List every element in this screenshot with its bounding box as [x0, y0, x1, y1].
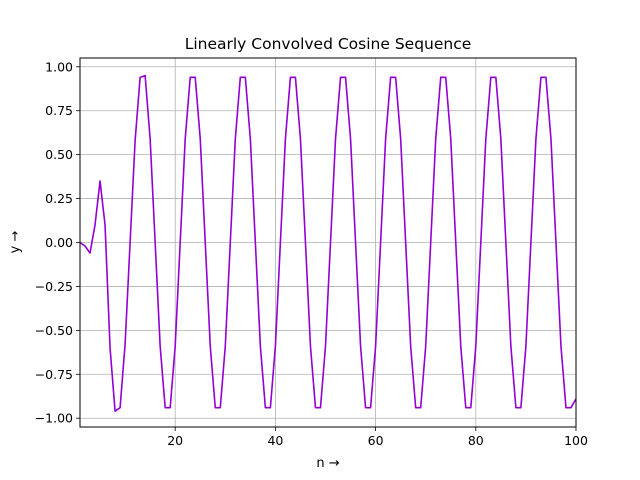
y-tick-label: 0.00	[45, 235, 73, 250]
x-axis-title: n →	[316, 456, 339, 471]
x-tick-label: 40	[267, 433, 283, 448]
y-tick-label: 0.50	[45, 147, 73, 162]
y-tick-label: −0.75	[35, 367, 73, 382]
y-tick-label: 1.00	[45, 59, 73, 74]
series-group	[79, 74, 577, 412]
y-tick-label: −0.25	[35, 279, 73, 294]
grid-lines	[80, 58, 577, 427]
x-tick-label: 20	[167, 433, 183, 448]
x-tick-label: 100	[564, 433, 588, 448]
y-tick-label: 0.25	[45, 191, 73, 206]
x-axis: 20 40 60 80 100	[167, 427, 588, 448]
chart-title: Linearly Convolved Cosine Sequence	[185, 35, 472, 53]
y-axis-title: y →	[8, 231, 23, 254]
x-tick-label: 60	[368, 433, 384, 448]
x-tick-label: 80	[468, 433, 484, 448]
y-tick-label: −0.50	[35, 323, 73, 338]
y-axis: −1.00 −0.75 −0.50 −0.25 0.00 0.25 0.50 0.75 1.00	[35, 59, 80, 426]
y-tick-label: −1.00	[35, 411, 73, 426]
series-line	[79, 74, 577, 412]
y-tick-label: 0.75	[45, 103, 73, 118]
